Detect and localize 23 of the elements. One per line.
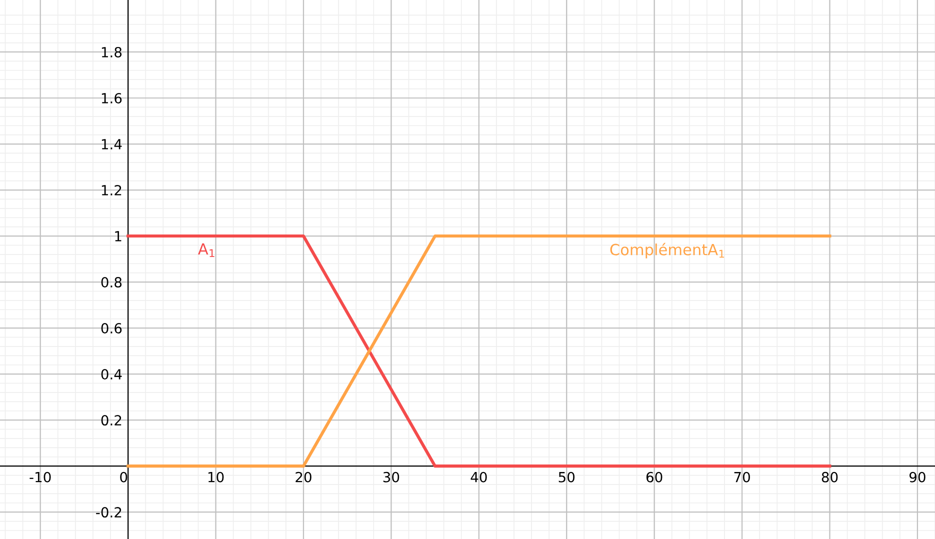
y-tick-label: -0.2 (96, 507, 122, 518)
x-tick-label: 60 (646, 472, 662, 482)
y-tick-label: 0.6 (101, 323, 122, 334)
y-tick-label: 1.2 (102, 184, 122, 196)
x-tick-label: 0 (120, 472, 128, 482)
y-tick-label: 1.6 (102, 92, 122, 104)
y-tick-label: 1.8 (102, 46, 122, 58)
x-tick-label: 50 (558, 472, 575, 482)
y-tick-label: 1.4 (102, 139, 122, 150)
series-label: ComplémentA$_{1}$ (610, 242, 724, 258)
x-tick-label: 20 (296, 472, 312, 482)
x-tick-label: 10 (208, 472, 224, 482)
y-tick-label: 1 (115, 231, 122, 242)
x-tick-label: 90 (909, 472, 926, 482)
y-tick-label: 0.8 (101, 277, 122, 288)
x-tick-label: 80 (822, 472, 838, 482)
series-label: A$_{1}$ (198, 243, 214, 258)
y-tick-label: 0.4 (101, 369, 122, 380)
x-tick-label: 30 (383, 472, 400, 482)
y-tick-label: 0.2 (101, 415, 122, 426)
x-tick-label: 70 (734, 472, 750, 482)
x-tick-label: 40 (470, 472, 487, 482)
x-tick-label: -10 (30, 472, 51, 482)
